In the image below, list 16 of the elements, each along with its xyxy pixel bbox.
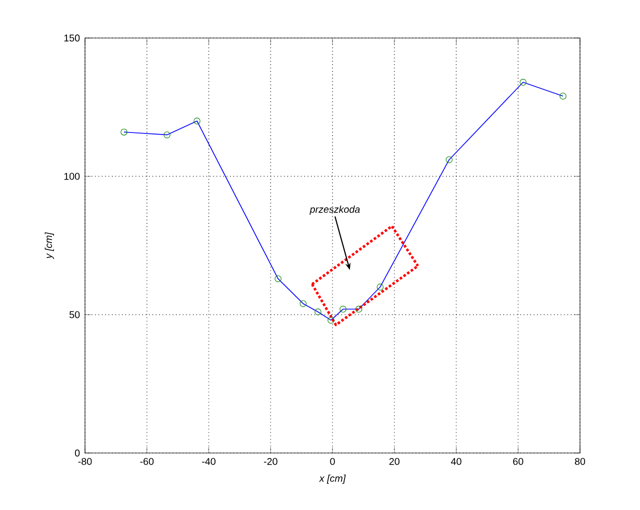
x-tick-label: -20	[264, 458, 278, 465]
y-tick-label: 50	[69, 311, 80, 318]
x-tick-label: 60	[513, 458, 524, 465]
y-tick-label: 100	[64, 172, 80, 180]
x-tick-label: 80	[574, 458, 586, 465]
y-axis-title: y [cm]	[44, 232, 54, 260]
annotation: przeszkoda	[310, 206, 360, 215]
y-tick-label: 150	[64, 34, 80, 42]
x-tick-label: -80	[78, 458, 92, 465]
x-tick-label: 40	[451, 458, 462, 465]
x-tick-label: -40	[202, 458, 216, 465]
x-tick-label: -60	[140, 458, 154, 465]
y-tick-label: 0	[74, 450, 80, 456]
x-axis-title: x [cm]	[318, 474, 346, 484]
x-tick-label: 0	[330, 458, 335, 465]
x-tick-label: 20	[389, 458, 400, 465]
